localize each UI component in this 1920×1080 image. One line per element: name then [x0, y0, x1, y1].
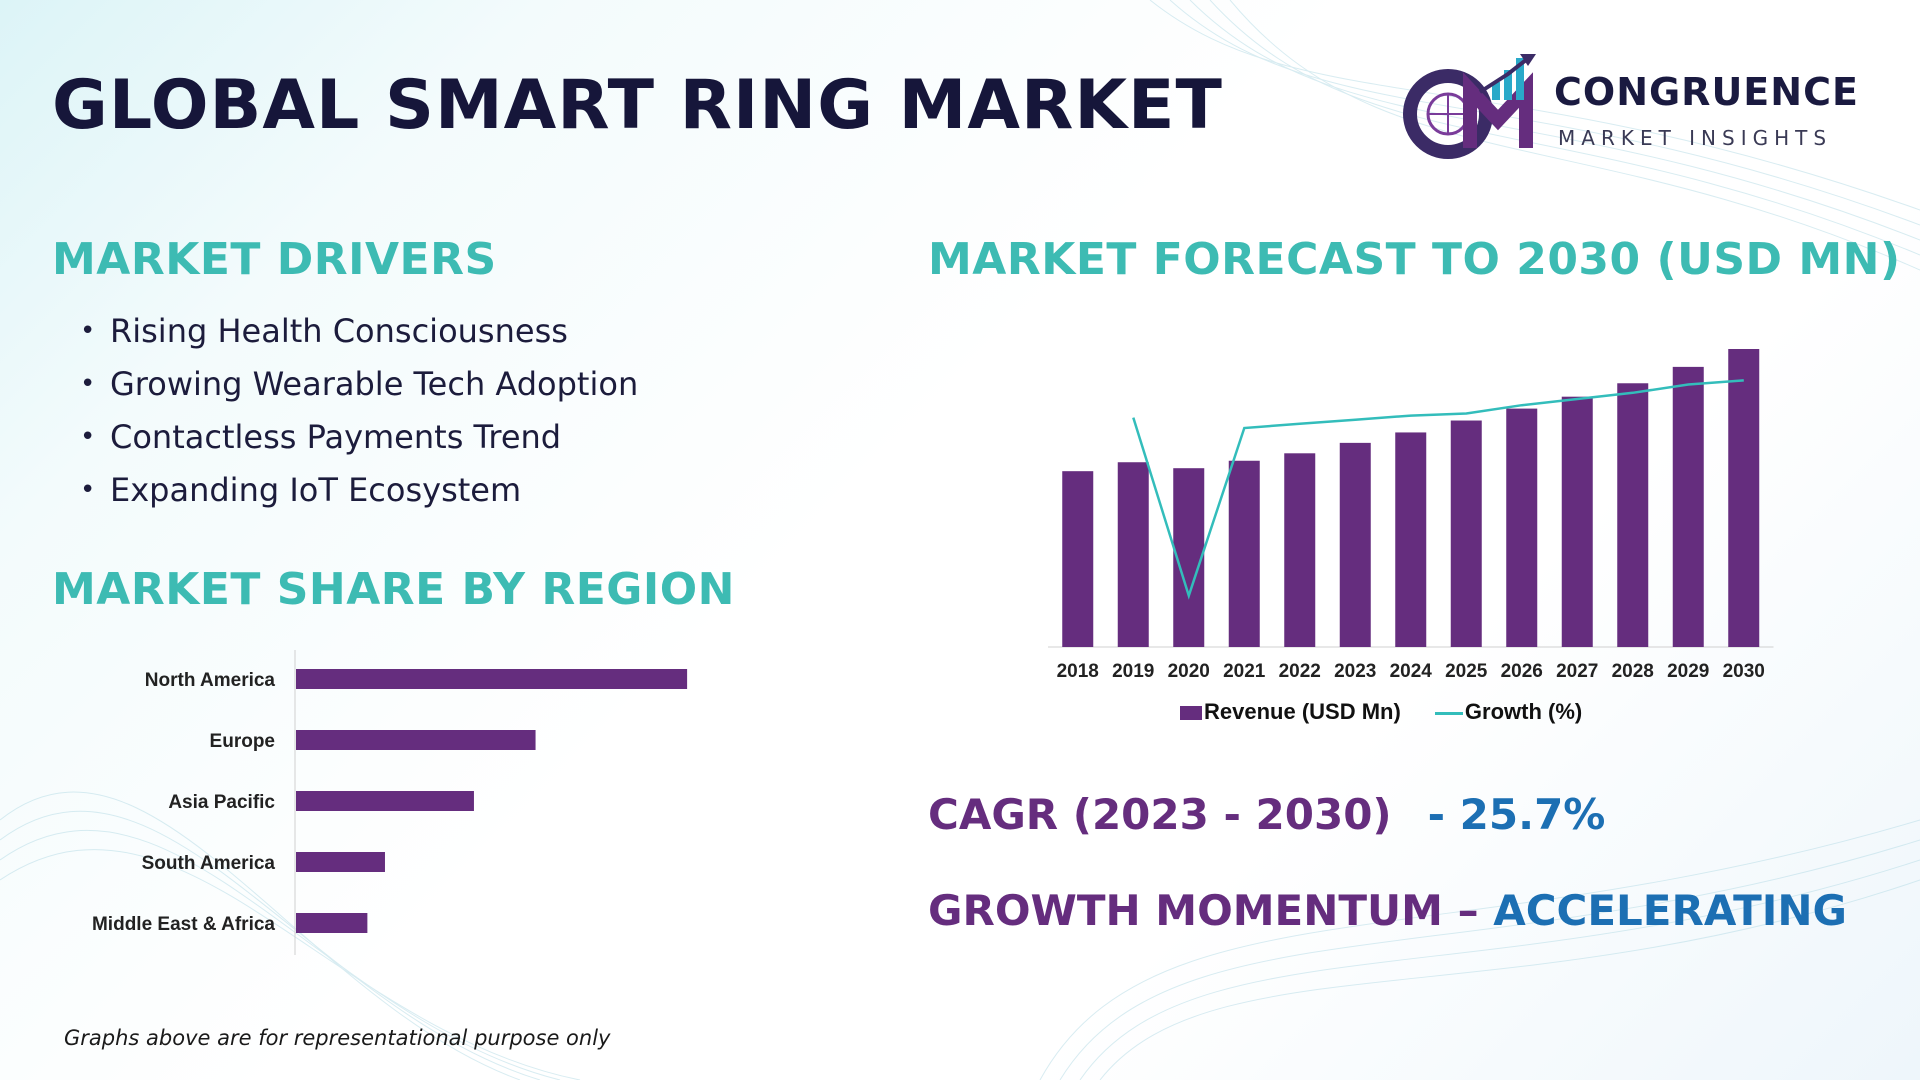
driver-item: Growing Wearable Tech Adoption: [80, 361, 638, 414]
region-bar: [296, 669, 688, 689]
driver-item: Rising Health Consciousness: [80, 308, 638, 361]
revenue-bar: [1228, 460, 1260, 647]
cagr-statement: CAGR (2023 - 2030) - 25.7%: [928, 790, 1605, 839]
region-share-bar-chart: North America Europe Asia Pacific South Ame…: [92, 650, 688, 955]
revenue-bar: [1395, 432, 1427, 647]
year-tick-label: 2022: [1279, 661, 1321, 682]
year-tick-label: 2029: [1667, 661, 1709, 682]
brand-name: CONGRUENCE: [1554, 70, 1859, 114]
year-tick-label: 2021: [1223, 661, 1266, 682]
region-label: Europe: [210, 731, 275, 752]
revenue-bar: [1506, 408, 1538, 647]
driver-item: Contactless Payments Trend: [80, 414, 638, 467]
page-title: GLOBAL SMART RING MARKET: [52, 66, 1223, 145]
revenue-bar: [1117, 462, 1149, 647]
region-label: Asia Pacific: [168, 792, 275, 813]
forecast-bar-line-chart: 2018 2019 2020 2021 2022 2023 2024 2025 2026 2027…: [1048, 349, 1774, 682]
legend-revenue-swatch: [1180, 706, 1202, 721]
year-tick-label: 2030: [1723, 661, 1765, 682]
region-bar: [296, 791, 474, 811]
market-share-region-title: MARKET SHARE BY REGION: [52, 564, 735, 615]
region-bar: [296, 852, 385, 872]
year-tick-label: 2026: [1501, 661, 1543, 682]
region-label: North America: [145, 670, 276, 691]
revenue-bar: [1284, 453, 1316, 647]
market-forecast-title: MARKET FORECAST TO 2030 (USD MN): [928, 234, 1901, 285]
region-label: South America: [142, 853, 276, 874]
year-tick-label: 2027: [1556, 661, 1598, 682]
year-tick-label: 2025: [1445, 661, 1488, 682]
growth-momentum-statement: GROWTH MOMENTUM – ACCELERATING: [928, 886, 1847, 935]
legend-growth: Growth (%): [1434, 699, 1583, 725]
brand-logo: CONGRUENCE MARKET INSIGHTS: [1400, 52, 1870, 160]
cagr-value: - 25.7%: [1427, 790, 1606, 839]
driver-item: Expanding IoT Ecosystem: [80, 467, 638, 520]
globe-chart-logo-icon: [1403, 54, 1536, 159]
year-tick-label: 2023: [1334, 661, 1376, 682]
legend-revenue-label: Revenue (USD Mn): [1204, 699, 1401, 725]
growth-line: [1132, 379, 1744, 600]
revenue-bar: [1672, 366, 1704, 647]
legend-revenue: Revenue (USD Mn): [1180, 699, 1401, 725]
growth-momentum-value: ACCELERATING: [1493, 886, 1847, 935]
revenue-bar: [1339, 442, 1371, 647]
revenue-bar: [1173, 468, 1205, 647]
revenue-bar: [1561, 396, 1593, 647]
year-tick-label: 2028: [1612, 661, 1654, 682]
year-tick-label: 2020: [1168, 661, 1210, 682]
revenue-bar: [1062, 471, 1094, 647]
region-label: Middle East & Africa: [92, 914, 275, 935]
cagr-label: CAGR (2023 - 2030): [928, 790, 1392, 839]
forecast-chart-legend: Revenue (USD Mn) Growth (%): [1180, 698, 1610, 725]
legend-growth-swatch: [1434, 711, 1463, 715]
year-tick-label: 2018: [1057, 661, 1099, 682]
market-drivers-title: MARKET DRIVERS: [52, 234, 497, 285]
growth-momentum-label: GROWTH MOMENTUM –: [928, 886, 1494, 935]
year-tick-label: 2019: [1112, 661, 1154, 682]
revenue-bar: [1728, 349, 1760, 647]
representational-footnote: Graphs above are for representational pu…: [64, 1026, 611, 1050]
year-tick-label: 2024: [1390, 661, 1433, 682]
region-bar: [296, 913, 368, 933]
revenue-bar: [1450, 420, 1482, 647]
region-bar: [296, 730, 536, 750]
brand-tagline: MARKET INSIGHTS: [1558, 126, 1833, 150]
revenue-bar: [1617, 383, 1649, 647]
legend-growth-label: Growth (%): [1464, 699, 1583, 725]
market-drivers-list: Rising Health Consciousness Growing Wear…: [80, 308, 638, 520]
